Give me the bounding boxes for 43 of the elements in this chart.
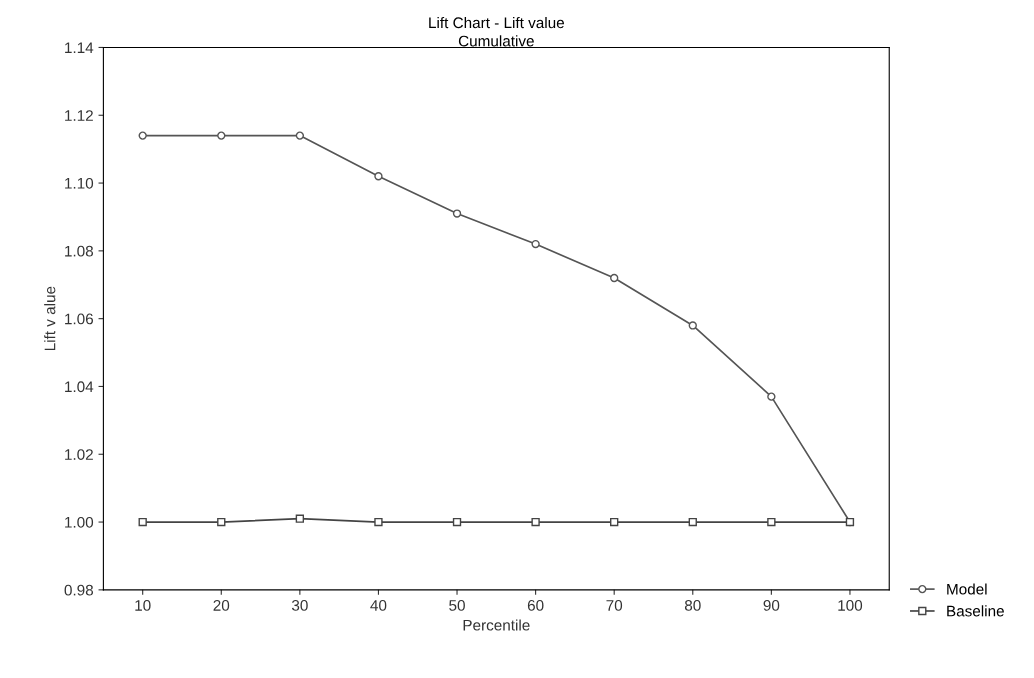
x-tick-label: 40 — [370, 599, 387, 611]
point — [374, 172, 383, 181]
x-tick-label: 20 — [213, 599, 230, 611]
x-tick-label: 60 — [527, 599, 544, 611]
point — [767, 517, 776, 527]
point — [374, 517, 383, 527]
y-tick-label: 1.12 — [65, 110, 93, 121]
point — [688, 517, 697, 527]
point — [531, 517, 540, 527]
chart-title: Lift Chart - Lift value — [429, 16, 564, 29]
legend-label: Model — [947, 583, 987, 595]
point — [610, 273, 619, 283]
y-tick-label: 1.04 — [65, 381, 94, 393]
x-tick-label: 50 — [449, 599, 465, 611]
point — [610, 517, 619, 527]
y-tick-label: 1.06 — [65, 313, 94, 325]
point — [531, 239, 540, 249]
point — [217, 131, 226, 140]
y-tick-label: 0.98 — [64, 584, 94, 596]
y-tick-label: 1.14 — [65, 42, 94, 53]
legend-label: Baseline — [947, 605, 1004, 617]
x-tick-label: 30 — [291, 599, 308, 611]
point — [452, 517, 462, 527]
point — [138, 131, 147, 140]
point — [767, 392, 776, 401]
y-tick-label: 1.08 — [65, 245, 94, 257]
x-tick-label: 100 — [838, 599, 863, 611]
x-tick-label: 10 — [135, 599, 151, 611]
x-axis-title: Percentile — [463, 619, 530, 631]
point — [138, 517, 147, 527]
y-tick-label: 1.00 — [65, 516, 94, 528]
x-tick-label: 90 — [763, 599, 780, 611]
point — [295, 131, 305, 140]
y-tick-label: 1.02 — [65, 449, 93, 460]
point — [295, 514, 305, 523]
x-tick-label: 80 — [684, 599, 701, 611]
chart-subtitle: Cumulative — [458, 35, 534, 47]
x-tick-label: 70 — [606, 599, 623, 611]
point — [452, 209, 462, 218]
y-tick-label: 1.10 — [65, 177, 94, 189]
y-axis-title: Lift v alue — [44, 286, 56, 351]
point — [688, 321, 697, 330]
point — [217, 517, 226, 527]
